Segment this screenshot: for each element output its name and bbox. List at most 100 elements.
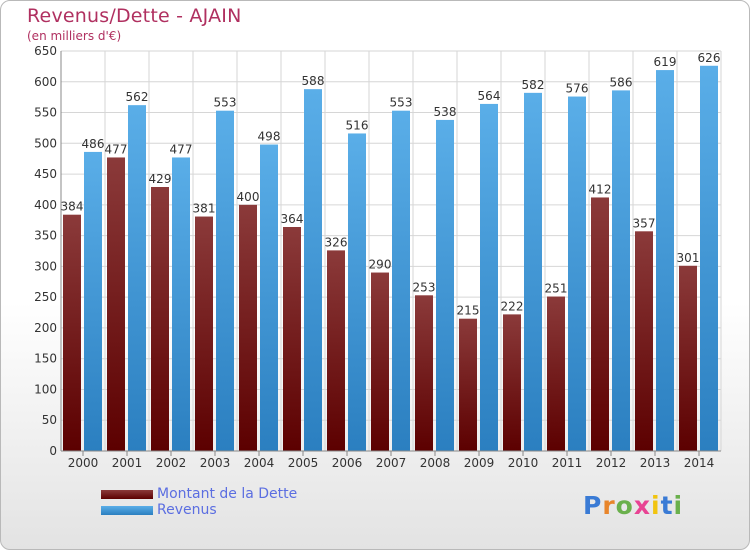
bar-debt xyxy=(151,187,169,451)
legend-label-revenue: Revenus xyxy=(157,502,217,518)
bar-revenue xyxy=(348,133,366,451)
logo-letter: i xyxy=(651,491,661,520)
bar-revenue xyxy=(480,103,498,451)
data-label-debt: 301 xyxy=(677,251,700,265)
bar-debt xyxy=(415,295,433,451)
data-label-revenue: 562 xyxy=(126,90,149,104)
x-tick-label: 2010 xyxy=(508,456,539,470)
legend-label-debt: Montant de la Dette xyxy=(157,486,298,502)
data-label-debt: 290 xyxy=(369,258,392,272)
y-tick-label: 100 xyxy=(34,382,57,396)
y-tick-label: 50 xyxy=(42,413,57,427)
data-label-debt: 222 xyxy=(501,299,524,313)
bar-revenue xyxy=(128,105,146,452)
data-label-debt: 215 xyxy=(457,304,480,318)
x-tick-label: 2002 xyxy=(156,456,187,470)
y-tick-label: 600 xyxy=(34,75,57,89)
x-tick-label: 2009 xyxy=(464,456,495,470)
bar-revenue xyxy=(436,119,454,451)
y-tick-label: 150 xyxy=(34,352,57,366)
legend-swatch-debt xyxy=(101,489,153,499)
x-tick-label: 2011 xyxy=(552,456,583,470)
y-tick-label: 550 xyxy=(34,106,57,120)
bar-debt xyxy=(503,314,521,451)
bar-debt xyxy=(591,197,609,451)
bar-revenue xyxy=(84,151,102,451)
data-label-revenue: 553 xyxy=(214,96,237,110)
data-label-revenue: 576 xyxy=(566,82,589,96)
data-label-revenue: 588 xyxy=(302,74,325,88)
bar-revenue xyxy=(260,144,278,452)
x-tick-label: 2008 xyxy=(420,456,451,470)
bar-revenue xyxy=(612,90,630,451)
data-label-debt: 429 xyxy=(149,172,172,186)
data-label-revenue: 516 xyxy=(346,118,369,132)
legend: Montant de la Dette Revenus xyxy=(101,486,297,518)
logo-letter: P xyxy=(583,491,603,520)
x-tick-label: 2007 xyxy=(376,456,407,470)
bar-revenue xyxy=(524,92,542,451)
y-tick-label: 400 xyxy=(34,198,57,212)
proxiti-logo: Proxiti xyxy=(583,491,683,520)
legend-item-debt: Montant de la Dette xyxy=(101,486,297,502)
logo-letter: o xyxy=(615,491,634,520)
x-tick-label: 2003 xyxy=(200,456,231,470)
data-label-revenue: 498 xyxy=(258,130,281,144)
x-tick-label: 2012 xyxy=(596,456,627,470)
bar-revenue xyxy=(656,70,674,452)
bar-revenue xyxy=(700,65,718,452)
data-label-debt: 384 xyxy=(61,200,84,214)
data-label-revenue: 619 xyxy=(654,55,677,69)
x-tick-label: 2005 xyxy=(288,456,319,470)
logo-letter: r xyxy=(602,491,616,520)
data-label-revenue: 582 xyxy=(522,78,545,92)
x-tick-label: 2013 xyxy=(640,456,671,470)
y-tick-label: 0 xyxy=(49,444,57,458)
bar-debt xyxy=(371,272,389,451)
bar-debt xyxy=(239,204,257,451)
bar-revenue xyxy=(172,157,190,451)
data-label-debt: 400 xyxy=(237,190,260,204)
y-tick-label: 250 xyxy=(34,290,57,304)
data-label-revenue: 538 xyxy=(434,105,457,119)
bar-revenue xyxy=(568,96,586,452)
data-label-revenue: 564 xyxy=(478,89,501,103)
x-tick-label: 2014 xyxy=(684,456,715,470)
logo-letter: i xyxy=(673,491,684,520)
data-label-debt: 381 xyxy=(193,202,216,216)
logo-letter: t xyxy=(660,491,674,520)
bar-debt xyxy=(679,265,697,451)
y-tick-label: 300 xyxy=(34,259,57,273)
x-tick-label: 2006 xyxy=(332,456,363,470)
data-label-debt: 412 xyxy=(589,182,612,196)
bar-debt xyxy=(195,216,213,451)
x-tick-label: 2004 xyxy=(244,456,275,470)
x-tick-label: 2001 xyxy=(112,456,143,470)
y-tick-label: 200 xyxy=(34,321,57,335)
y-tick-label: 350 xyxy=(34,229,57,243)
bar-debt xyxy=(635,231,653,451)
bar-debt xyxy=(63,214,81,451)
data-label-revenue: 477 xyxy=(170,142,193,156)
data-label-debt: 326 xyxy=(325,235,348,249)
legend-item-revenue: Revenus xyxy=(101,502,297,518)
data-label-debt: 251 xyxy=(545,282,568,296)
bar-debt xyxy=(547,296,565,451)
legend-swatch-revenue xyxy=(101,505,153,515)
data-label-debt: 253 xyxy=(413,280,436,294)
logo-letter: x xyxy=(633,491,651,520)
data-label-revenue: 553 xyxy=(390,96,413,110)
y-tick-label: 450 xyxy=(34,167,57,181)
y-tick-label: 500 xyxy=(34,136,57,150)
bar-debt xyxy=(459,318,477,451)
bar-revenue xyxy=(304,89,322,452)
bar-revenue xyxy=(216,110,234,451)
x-tick-label: 2000 xyxy=(68,456,99,470)
data-label-revenue: 586 xyxy=(610,75,633,89)
bar-revenue xyxy=(392,110,410,451)
chart-title: Revenus/Dette - AJAIN xyxy=(27,5,242,27)
data-label-revenue: 486 xyxy=(82,137,105,151)
bar-debt xyxy=(283,227,301,451)
bar-debt xyxy=(107,157,125,451)
